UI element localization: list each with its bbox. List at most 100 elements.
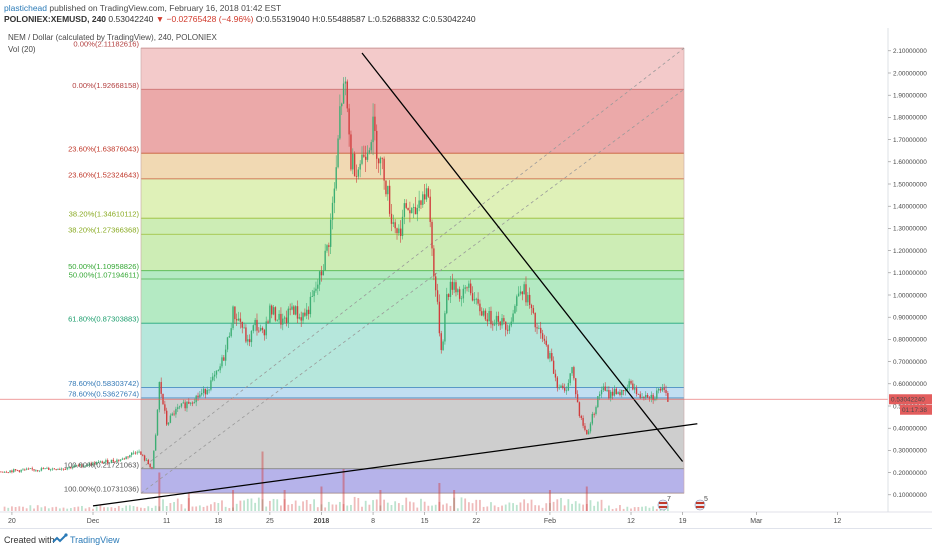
volume-bar bbox=[541, 507, 544, 511]
candle-body bbox=[293, 306, 295, 315]
created-with-text: Created with bbox=[4, 535, 55, 545]
candle-body bbox=[210, 380, 212, 390]
candle-body bbox=[361, 154, 363, 164]
candle-body bbox=[247, 339, 249, 342]
fib-level-label: 61.80%(0.87303883) bbox=[68, 315, 139, 324]
volume-bar bbox=[221, 500, 223, 511]
fib-zone bbox=[141, 89, 684, 154]
fib-level-label: 78.60%(0.53627674) bbox=[68, 389, 139, 398]
candle-body bbox=[538, 327, 540, 329]
candle-body bbox=[324, 250, 326, 271]
volume-bar bbox=[184, 508, 187, 511]
candle-body bbox=[189, 402, 192, 404]
volume-bar bbox=[117, 506, 120, 511]
candle-body bbox=[230, 328, 232, 337]
price-tick-label: 0.80000000 bbox=[893, 337, 927, 344]
candle-body bbox=[364, 156, 367, 160]
candle-body bbox=[659, 388, 662, 391]
candle-body bbox=[595, 407, 597, 415]
candle-body bbox=[27, 468, 30, 470]
candle-body bbox=[545, 340, 547, 346]
volume-bar bbox=[88, 507, 91, 511]
candle-body bbox=[447, 294, 450, 297]
candle-body bbox=[236, 319, 238, 321]
candle-body bbox=[396, 228, 398, 234]
time-tick-label: 22 bbox=[472, 518, 480, 525]
candle-body bbox=[493, 324, 496, 326]
candle-body bbox=[48, 467, 50, 470]
tradingview-brand[interactable]: TradingView bbox=[70, 535, 120, 545]
candle-body bbox=[213, 374, 216, 377]
volume-spike bbox=[453, 490, 456, 511]
candle-body bbox=[311, 296, 313, 297]
price-tick-label: 1.90000000 bbox=[893, 93, 927, 100]
price-tick-label: 0.90000000 bbox=[893, 315, 927, 322]
candle-body bbox=[24, 469, 26, 471]
candle-body bbox=[661, 387, 664, 391]
candle-body bbox=[313, 290, 315, 297]
time-axis-bg bbox=[0, 512, 888, 528]
candle-body bbox=[25, 468, 28, 470]
candle-body bbox=[376, 130, 378, 159]
volume-bar bbox=[176, 498, 179, 511]
candle-body bbox=[523, 284, 525, 295]
candle-body bbox=[315, 288, 317, 291]
volume-bar bbox=[652, 506, 655, 511]
candle-body bbox=[149, 464, 151, 468]
volume-bar bbox=[600, 499, 603, 511]
volume-bar bbox=[423, 501, 426, 511]
candle-body bbox=[617, 392, 619, 395]
volume-bar bbox=[261, 499, 264, 511]
volume-bar bbox=[92, 508, 94, 511]
volume-spike bbox=[548, 490, 551, 511]
candle-body bbox=[274, 307, 277, 321]
candle-body bbox=[615, 388, 617, 395]
candle-body bbox=[486, 319, 488, 322]
current-price-badge bbox=[889, 394, 932, 405]
time-tick-label: 18 bbox=[214, 518, 222, 525]
candle-body bbox=[528, 294, 531, 305]
volume-bar bbox=[47, 508, 50, 511]
author-link[interactable]: plastichead bbox=[4, 3, 48, 13]
candle-body bbox=[335, 167, 337, 189]
candle-body bbox=[103, 462, 105, 464]
volume-bar bbox=[545, 503, 548, 511]
candle-body bbox=[569, 373, 571, 384]
volume-spike bbox=[261, 451, 264, 511]
volume-bar bbox=[51, 507, 54, 511]
candle-body bbox=[341, 103, 343, 107]
candle-body bbox=[326, 245, 328, 251]
volume-bar bbox=[73, 507, 76, 511]
volume-bar bbox=[62, 507, 65, 511]
volume-bar bbox=[202, 506, 205, 511]
volume-bar bbox=[44, 506, 46, 511]
candle-body bbox=[169, 415, 172, 423]
volume-bar bbox=[254, 502, 257, 511]
time-tick-label: 12 bbox=[627, 518, 635, 525]
candle-body bbox=[449, 281, 452, 297]
candle-body bbox=[239, 318, 242, 322]
candle-body bbox=[245, 327, 247, 342]
publish-info: plastichead published on TradingView.com… bbox=[4, 3, 281, 13]
candle-body bbox=[433, 248, 435, 277]
candles bbox=[0, 76, 669, 474]
candle-body bbox=[409, 210, 411, 214]
candle-body bbox=[519, 291, 522, 294]
event-flag-stripe bbox=[696, 506, 704, 508]
volume-bar bbox=[40, 507, 43, 511]
candle-body bbox=[584, 425, 586, 430]
candle-body bbox=[473, 299, 476, 301]
volume-bars bbox=[3, 451, 669, 511]
volume-bar bbox=[81, 505, 83, 511]
volume-bar bbox=[25, 508, 28, 511]
volume-bar bbox=[412, 502, 415, 511]
event-flag-stripe bbox=[696, 502, 704, 504]
volume-bar bbox=[416, 507, 419, 511]
candle-body bbox=[495, 315, 498, 325]
volume-bar bbox=[420, 498, 422, 511]
volume-bar bbox=[132, 506, 135, 511]
volume-bar bbox=[280, 505, 282, 511]
candle-body bbox=[18, 470, 20, 472]
candle-body bbox=[191, 402, 194, 404]
